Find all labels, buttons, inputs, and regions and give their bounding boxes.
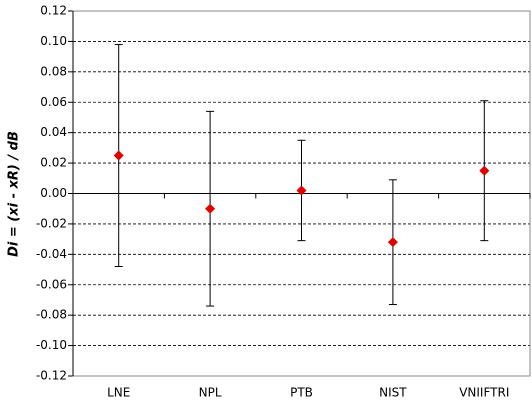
y-tick-label: -0.04 [36,247,67,261]
y-tick-label: -0.10 [36,338,67,352]
y-tick-label: 0.08 [40,64,67,78]
y-tick-label: 0.00 [40,186,67,200]
point [113,150,124,161]
x-tick-label: NIST [379,386,407,400]
y-tick-label: -0.06 [36,277,67,291]
x-tick-label: NPL [199,386,222,400]
x-tick-label: VNIIFTRI [459,386,509,400]
point [479,165,490,176]
y-tick-label: 0.06 [40,95,67,109]
point [296,185,307,196]
x-tick-label: PTB [290,386,313,400]
point [387,237,398,248]
y-axis-label: Di = (xi - xR) / dB [7,131,22,257]
y-tick-label: -0.02 [36,216,67,230]
y-tick-label: 0.12 [40,4,67,18]
y-tick-label: -0.12 [36,369,67,383]
point [205,203,216,214]
y-tick-label: 0.10 [40,34,67,48]
y-tick-label: 0.02 [40,156,67,170]
y-tick-label: -0.08 [36,308,67,322]
x-tick-label: LNE [107,386,130,400]
y-tick-label: 0.04 [40,125,67,139]
